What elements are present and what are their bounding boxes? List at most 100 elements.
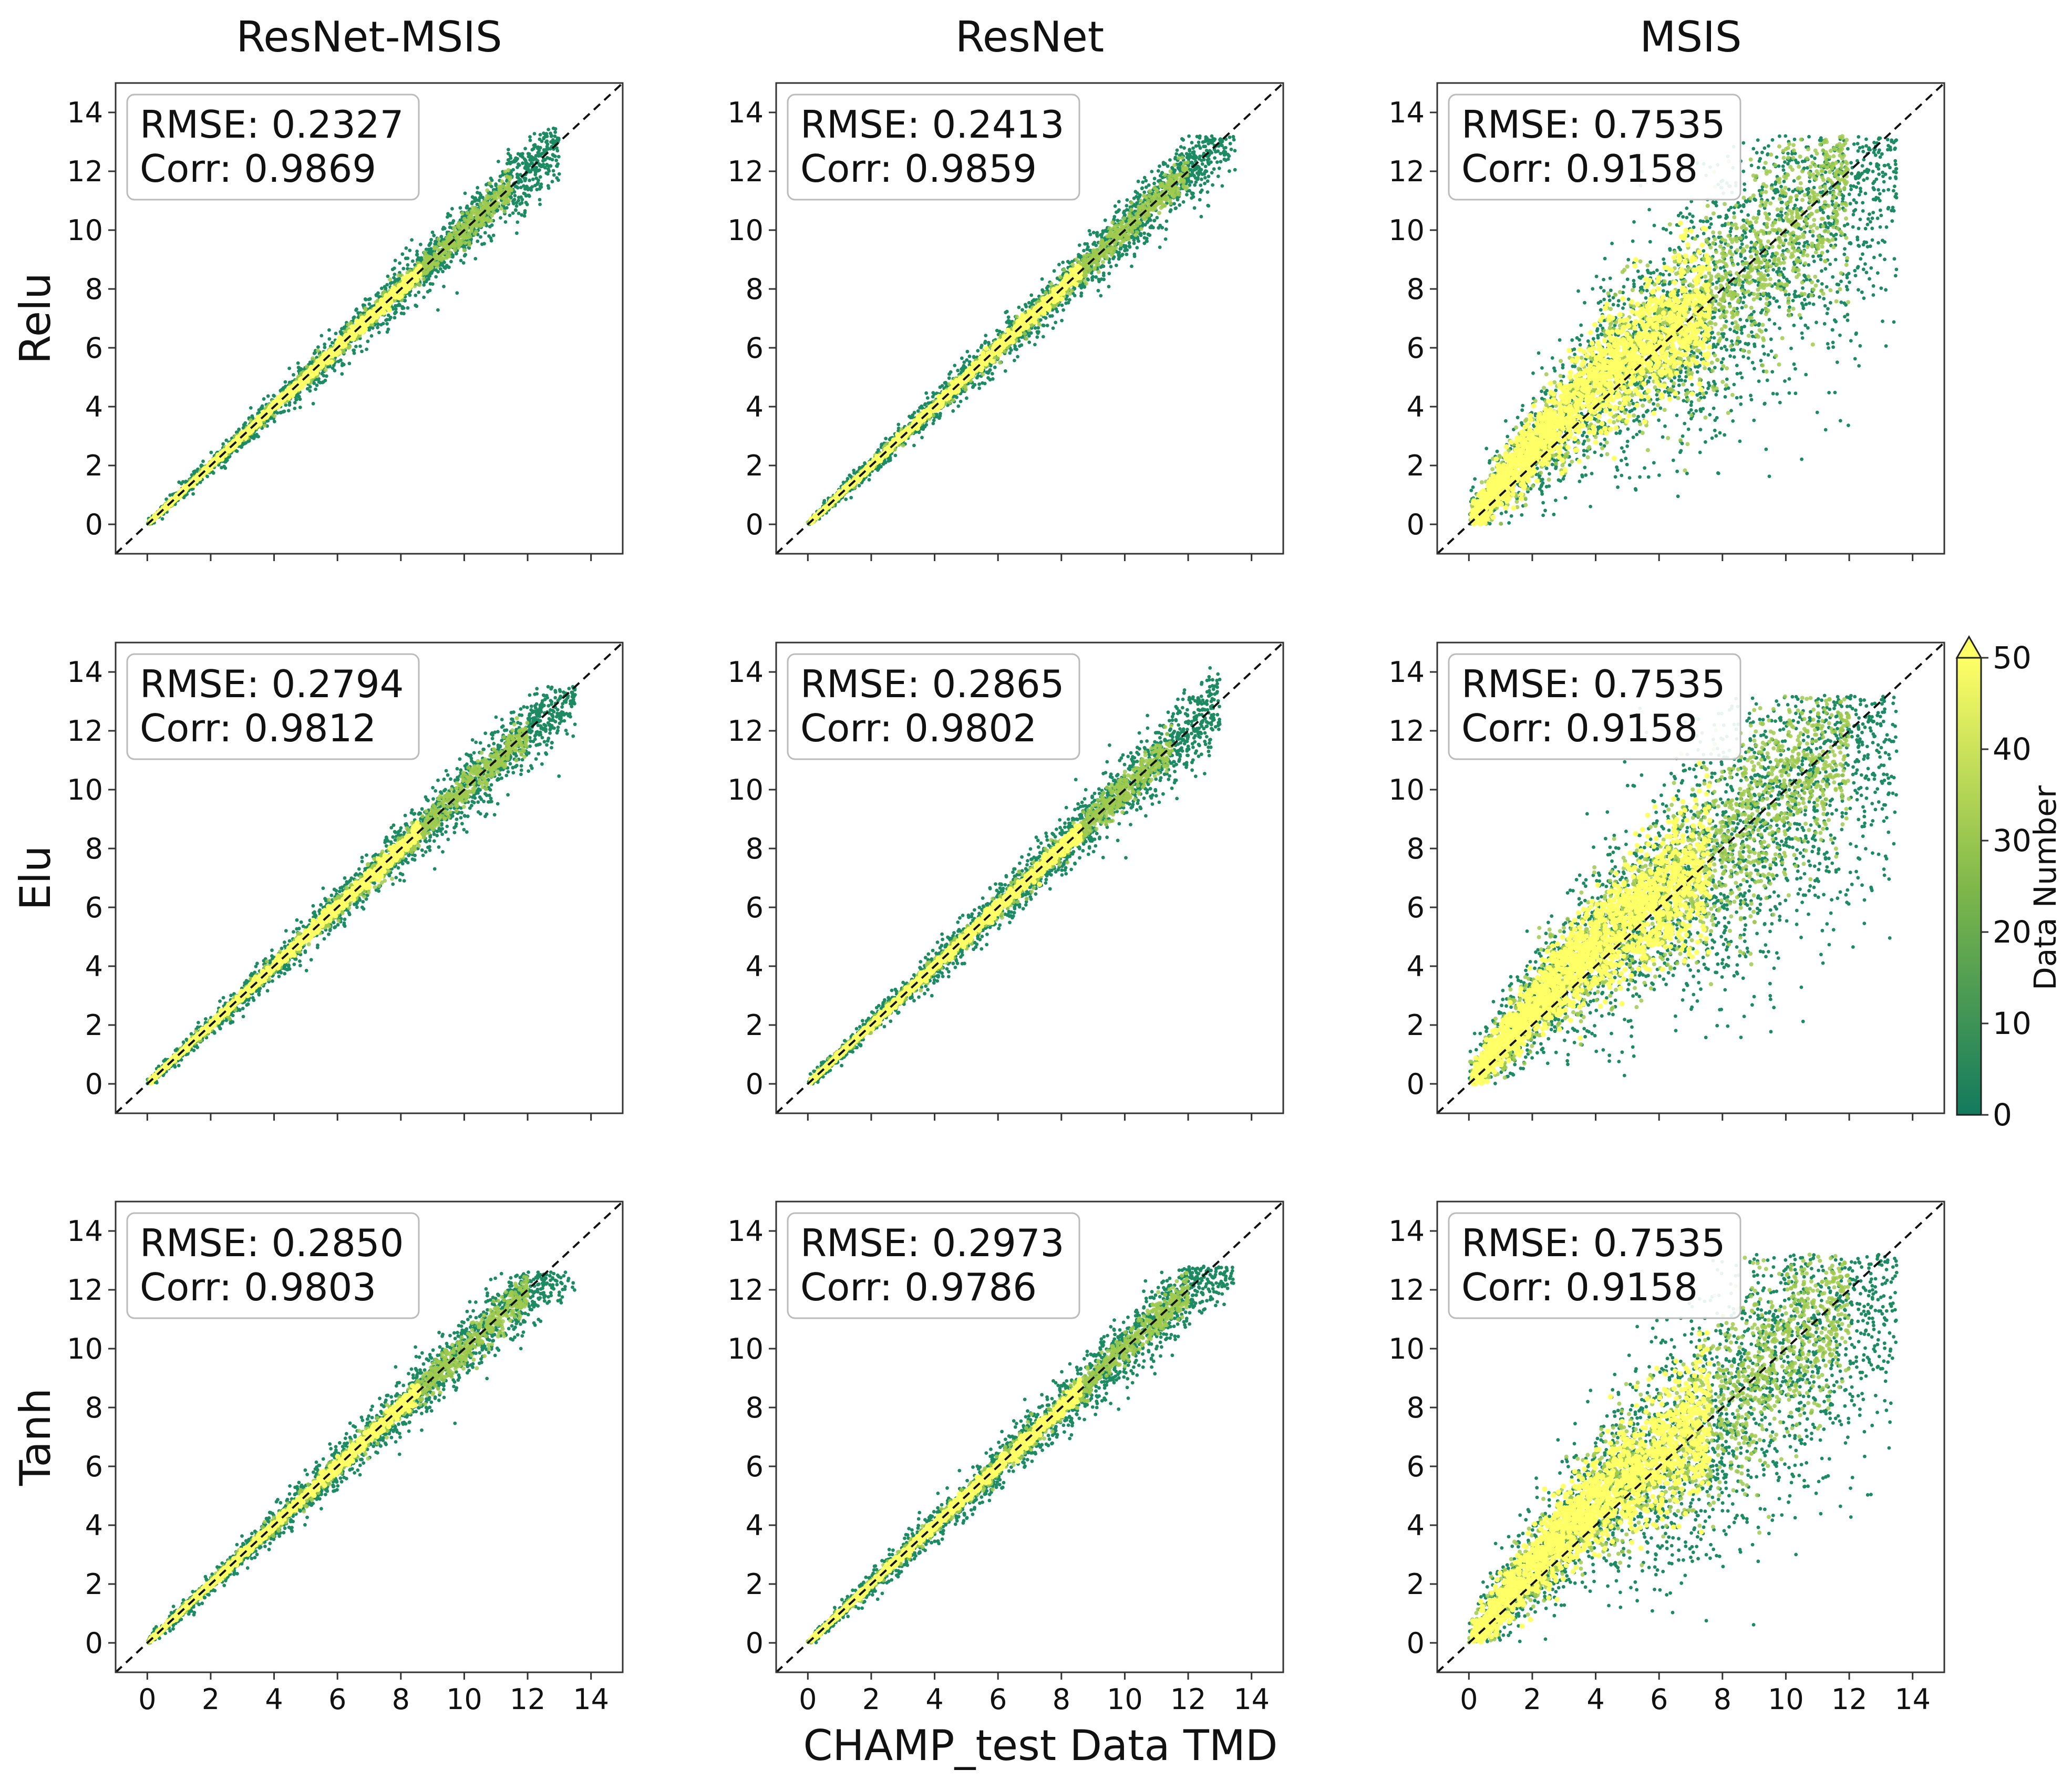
point xyxy=(256,434,260,439)
point xyxy=(385,330,389,334)
point xyxy=(516,157,519,161)
point xyxy=(1052,269,1056,273)
point xyxy=(388,277,393,282)
point xyxy=(287,366,291,370)
point xyxy=(508,177,512,182)
point xyxy=(393,272,397,276)
point xyxy=(429,237,433,242)
point xyxy=(309,370,315,376)
point xyxy=(330,341,334,345)
point xyxy=(911,413,915,417)
point xyxy=(507,198,511,203)
point xyxy=(377,330,381,335)
point xyxy=(379,286,384,291)
point xyxy=(257,408,261,412)
point xyxy=(509,170,513,174)
point xyxy=(482,242,486,246)
point xyxy=(422,295,426,299)
row-label: Elu xyxy=(11,845,60,910)
point xyxy=(292,373,295,377)
point xyxy=(533,168,537,172)
y-tick-label: 10 xyxy=(67,214,103,247)
point xyxy=(265,419,269,423)
point xyxy=(439,234,444,239)
point xyxy=(489,194,494,199)
point xyxy=(235,449,239,453)
point xyxy=(315,384,319,387)
point xyxy=(547,186,551,190)
point xyxy=(394,307,398,311)
point xyxy=(283,380,287,384)
point xyxy=(404,246,408,250)
point xyxy=(478,202,483,206)
point xyxy=(406,256,410,260)
point xyxy=(546,167,550,171)
point xyxy=(199,464,203,468)
point xyxy=(491,210,496,215)
point xyxy=(294,397,298,401)
point xyxy=(319,334,324,338)
point xyxy=(462,254,467,258)
point xyxy=(490,191,493,195)
point xyxy=(498,188,503,192)
point xyxy=(488,181,492,185)
point xyxy=(250,414,254,418)
point xyxy=(538,202,542,206)
point xyxy=(517,211,521,215)
point xyxy=(516,152,520,156)
point xyxy=(446,215,449,219)
point xyxy=(1166,164,1170,168)
point xyxy=(438,242,443,247)
point xyxy=(394,278,398,282)
point xyxy=(486,206,490,211)
point xyxy=(475,202,479,206)
point xyxy=(507,148,510,152)
point xyxy=(316,345,320,349)
point xyxy=(544,140,548,144)
point xyxy=(394,304,397,308)
point xyxy=(516,220,520,224)
point xyxy=(476,185,480,190)
point xyxy=(1217,167,1221,170)
point xyxy=(501,201,506,205)
point xyxy=(947,376,951,380)
point xyxy=(319,363,325,368)
column-title: MSIS xyxy=(1640,13,1741,61)
point xyxy=(452,247,457,252)
point xyxy=(556,154,561,159)
point xyxy=(553,127,558,131)
point xyxy=(386,274,390,278)
point xyxy=(1190,141,1194,144)
point xyxy=(272,394,276,398)
point xyxy=(411,259,415,263)
point xyxy=(550,158,554,162)
point xyxy=(459,258,463,263)
point xyxy=(1152,181,1156,185)
point xyxy=(531,147,535,151)
point xyxy=(482,201,487,205)
point xyxy=(458,206,462,210)
point xyxy=(506,181,511,185)
point xyxy=(398,261,401,265)
point xyxy=(384,305,390,310)
point xyxy=(368,297,372,301)
point xyxy=(475,217,480,221)
point xyxy=(485,194,489,199)
point xyxy=(328,350,334,355)
point xyxy=(451,219,456,223)
point xyxy=(528,178,532,182)
point xyxy=(502,209,507,214)
point xyxy=(500,179,504,184)
point xyxy=(513,194,517,198)
point xyxy=(455,291,459,295)
point xyxy=(429,247,433,251)
point xyxy=(530,185,534,189)
point xyxy=(400,252,405,256)
point xyxy=(1199,214,1203,219)
point xyxy=(393,316,397,320)
point xyxy=(406,306,410,310)
point xyxy=(442,284,446,288)
point xyxy=(334,332,338,336)
point xyxy=(1229,148,1233,151)
